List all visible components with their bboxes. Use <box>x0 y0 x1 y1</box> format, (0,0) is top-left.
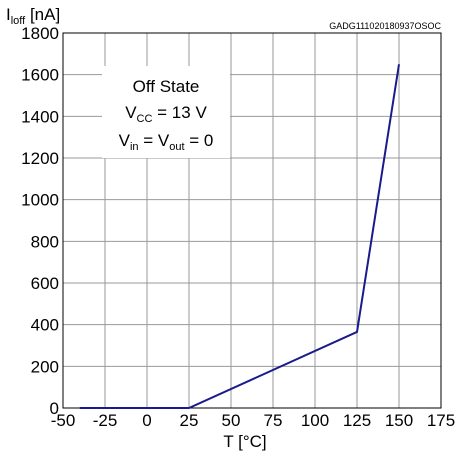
y-tick-label: 800 <box>31 232 59 251</box>
x-tick-label: 100 <box>301 411 329 430</box>
annotation-vin-vout: Vin = Vout = 0 <box>119 131 214 153</box>
annotation-box <box>102 66 230 158</box>
figure-code: GADG111020180937OSOC <box>329 21 441 31</box>
x-tick-label: 125 <box>343 411 371 430</box>
x-tick-label: 75 <box>264 411 283 430</box>
x-tick-label: 0 <box>142 411 151 430</box>
x-tick-label: 50 <box>222 411 241 430</box>
y-tick-label: 1400 <box>21 107 59 126</box>
annotation-vcc: VCC = 13 V <box>125 103 207 125</box>
y-tick-label: 400 <box>31 316 59 335</box>
x-tick-label: 175 <box>427 411 455 430</box>
y-tick-labels: 0 200 400 600 800 1000 1200 1400 1600 1800 <box>21 24 59 418</box>
y-axis-label: Iloff [nA] <box>6 5 60 27</box>
x-axis-label: T [°C] <box>223 432 266 451</box>
y-tick-label: 600 <box>31 274 59 293</box>
x-tick-label: -25 <box>93 411 118 430</box>
series-group <box>79 64 400 409</box>
y-tick-label: 1800 <box>21 24 59 43</box>
y-tick-label: 200 <box>31 357 59 376</box>
y-tick-label: 0 <box>50 399 59 418</box>
series-line <box>79 64 400 409</box>
x-tick-labels: -50 -25 0 25 50 75 100 125 150 175 <box>51 411 455 430</box>
annotation-off-state: Off State <box>133 77 200 96</box>
y-tick-label: 1000 <box>21 191 59 210</box>
x-tick-label: -50 <box>51 411 76 430</box>
y-tick-label: 1600 <box>21 66 59 85</box>
y-tick-label: 1200 <box>21 149 59 168</box>
x-tick-label: 150 <box>385 411 413 430</box>
plot-frame <box>62 32 442 409</box>
x-tick-label: 25 <box>180 411 199 430</box>
